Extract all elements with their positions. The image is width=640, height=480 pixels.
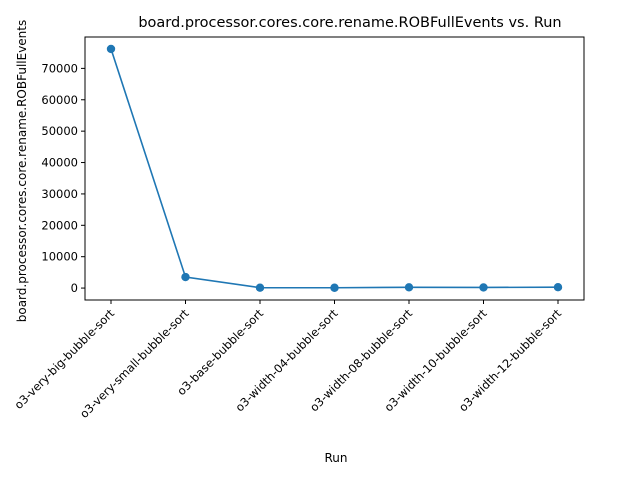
chart-title: board.processor.cores.core.rename.ROBFul… bbox=[138, 15, 561, 31]
x-axis-label: Run bbox=[324, 451, 347, 465]
y-tick-label: 70000 bbox=[41, 61, 78, 75]
data-point bbox=[106, 44, 116, 54]
plot-area: 010000200003000040000500006000070000o3-v… bbox=[11, 36, 585, 421]
y-tick-label: 20000 bbox=[41, 218, 78, 232]
y-tick-label: 60000 bbox=[41, 93, 78, 107]
y-axis-label: board.processor.cores.core.rename.ROBFul… bbox=[15, 20, 29, 323]
data-point bbox=[181, 272, 190, 282]
y-tick-label: 40000 bbox=[41, 156, 78, 170]
series-line bbox=[110, 48, 559, 289]
data-point bbox=[479, 283, 488, 292]
y-tick-label: 10000 bbox=[41, 250, 78, 264]
y-tick-label: 0 bbox=[71, 281, 78, 295]
data-point bbox=[404, 283, 414, 292]
data-point bbox=[553, 282, 563, 292]
data-point bbox=[330, 283, 339, 292]
y-tick-label: 50000 bbox=[41, 124, 78, 138]
data-point bbox=[255, 283, 265, 292]
plot-frame bbox=[84, 36, 585, 301]
y-tick-label: 30000 bbox=[41, 187, 78, 201]
